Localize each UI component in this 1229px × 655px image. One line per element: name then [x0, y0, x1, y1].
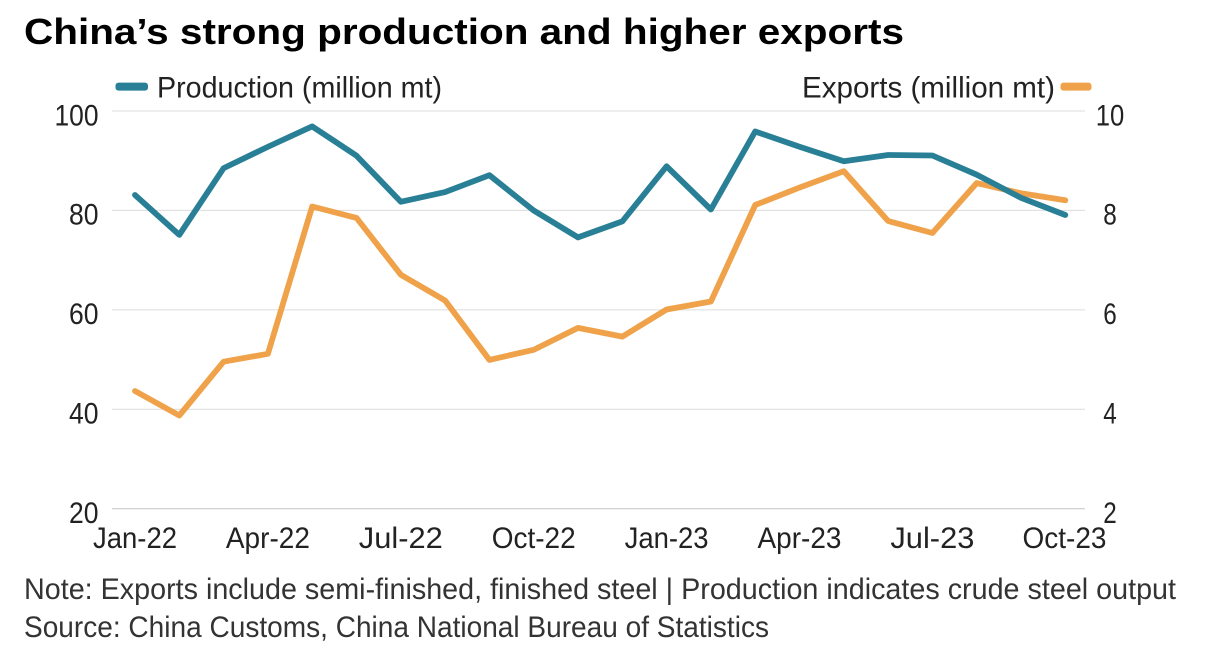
- svg-text:Apr-23: Apr-23: [758, 522, 842, 555]
- svg-text:2: 2: [1103, 497, 1117, 530]
- svg-text:Jan-22: Jan-22: [93, 522, 177, 555]
- svg-text:100: 100: [55, 99, 99, 132]
- svg-text:4: 4: [1103, 398, 1117, 431]
- svg-text:20: 20: [69, 497, 99, 530]
- svg-text:China’s strong production and: China’s strong production and higher exp…: [24, 11, 904, 52]
- svg-text:6: 6: [1103, 298, 1117, 331]
- svg-text:Note: Exports include semi-fin: Note: Exports include semi-finished, fin…: [24, 573, 1177, 606]
- svg-text:Oct-22: Oct-22: [492, 522, 576, 555]
- svg-text:40: 40: [69, 398, 99, 431]
- svg-text:8: 8: [1103, 199, 1117, 232]
- svg-text:Jul-23: Jul-23: [890, 522, 974, 555]
- svg-text:Jul-22: Jul-22: [359, 522, 443, 555]
- svg-text:Exports (million mt): Exports (million mt): [802, 72, 1055, 105]
- svg-text:60: 60: [69, 298, 99, 331]
- svg-text:10: 10: [1096, 99, 1125, 132]
- svg-text:Jan-23: Jan-23: [625, 522, 709, 555]
- svg-text:80: 80: [69, 199, 99, 232]
- svg-text:Apr-22: Apr-22: [226, 522, 310, 555]
- svg-text:Oct-23: Oct-23: [1023, 522, 1107, 555]
- svg-text:Production (million mt): Production (million mt): [157, 72, 442, 105]
- svg-text:Source: China Customs, China N: Source: China Customs, China National Bu…: [24, 611, 769, 644]
